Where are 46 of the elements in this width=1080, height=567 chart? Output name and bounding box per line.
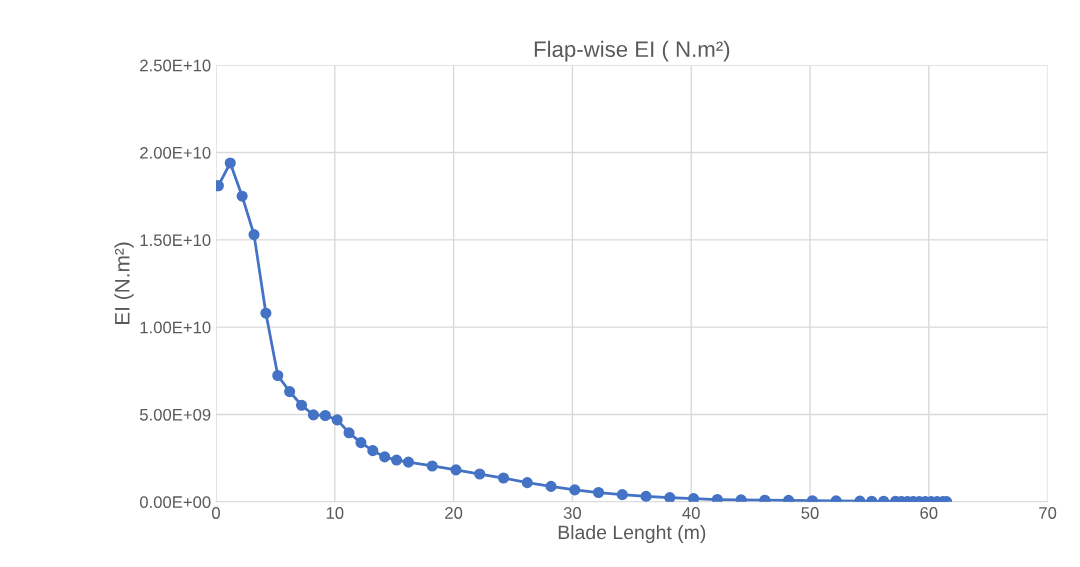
point bbox=[391, 454, 403, 466]
point bbox=[224, 157, 236, 169]
point bbox=[402, 456, 415, 468]
y-axis-title: EI (N.m²) bbox=[114, 242, 134, 325]
y-tick-label: 1.50E+10 bbox=[140, 234, 211, 247]
point bbox=[236, 190, 248, 202]
point bbox=[284, 386, 296, 398]
y-tick-label: 0.00E+00 bbox=[139, 496, 211, 508]
chart-title: Flap-wise EI ( N.m²) bbox=[534, 40, 730, 62]
point bbox=[474, 468, 486, 480]
x-tick-label: 30 bbox=[563, 507, 582, 519]
x-tick-label: 70 bbox=[1039, 507, 1057, 519]
point bbox=[379, 451, 391, 463]
x-tick-label: 10 bbox=[326, 507, 344, 519]
point bbox=[450, 464, 462, 476]
point bbox=[343, 427, 355, 439]
point bbox=[331, 414, 343, 426]
y-tick-label: 1.00E+10 bbox=[140, 321, 211, 334]
x-tick-label: 20 bbox=[445, 507, 463, 519]
point bbox=[426, 460, 438, 472]
point bbox=[640, 490, 652, 502]
point bbox=[664, 492, 676, 502]
point bbox=[688, 493, 700, 502]
x-tick-label: 40 bbox=[682, 507, 700, 519]
point bbox=[319, 409, 331, 422]
point bbox=[616, 489, 628, 501]
point bbox=[521, 477, 533, 489]
x-tick-label: 50 bbox=[801, 507, 819, 519]
point bbox=[367, 445, 379, 457]
y-tick-label: 2.00E+10 bbox=[140, 146, 211, 159]
point bbox=[711, 493, 723, 502]
point bbox=[355, 437, 367, 449]
point bbox=[497, 472, 510, 484]
x-tick-label: 0 bbox=[212, 507, 220, 519]
x-axis-title: Blade Lenght (m) bbox=[558, 524, 706, 544]
x-tick-label: 60 bbox=[920, 507, 938, 519]
point bbox=[569, 484, 581, 496]
point bbox=[545, 480, 557, 492]
point bbox=[307, 409, 319, 421]
point bbox=[272, 369, 284, 382]
point bbox=[592, 486, 605, 499]
y-tick-label: 5.00E+09 bbox=[139, 408, 211, 421]
point bbox=[248, 229, 260, 241]
y-tick-label: 2.50E+10 bbox=[140, 59, 211, 72]
point bbox=[260, 307, 272, 319]
point bbox=[295, 399, 308, 411]
